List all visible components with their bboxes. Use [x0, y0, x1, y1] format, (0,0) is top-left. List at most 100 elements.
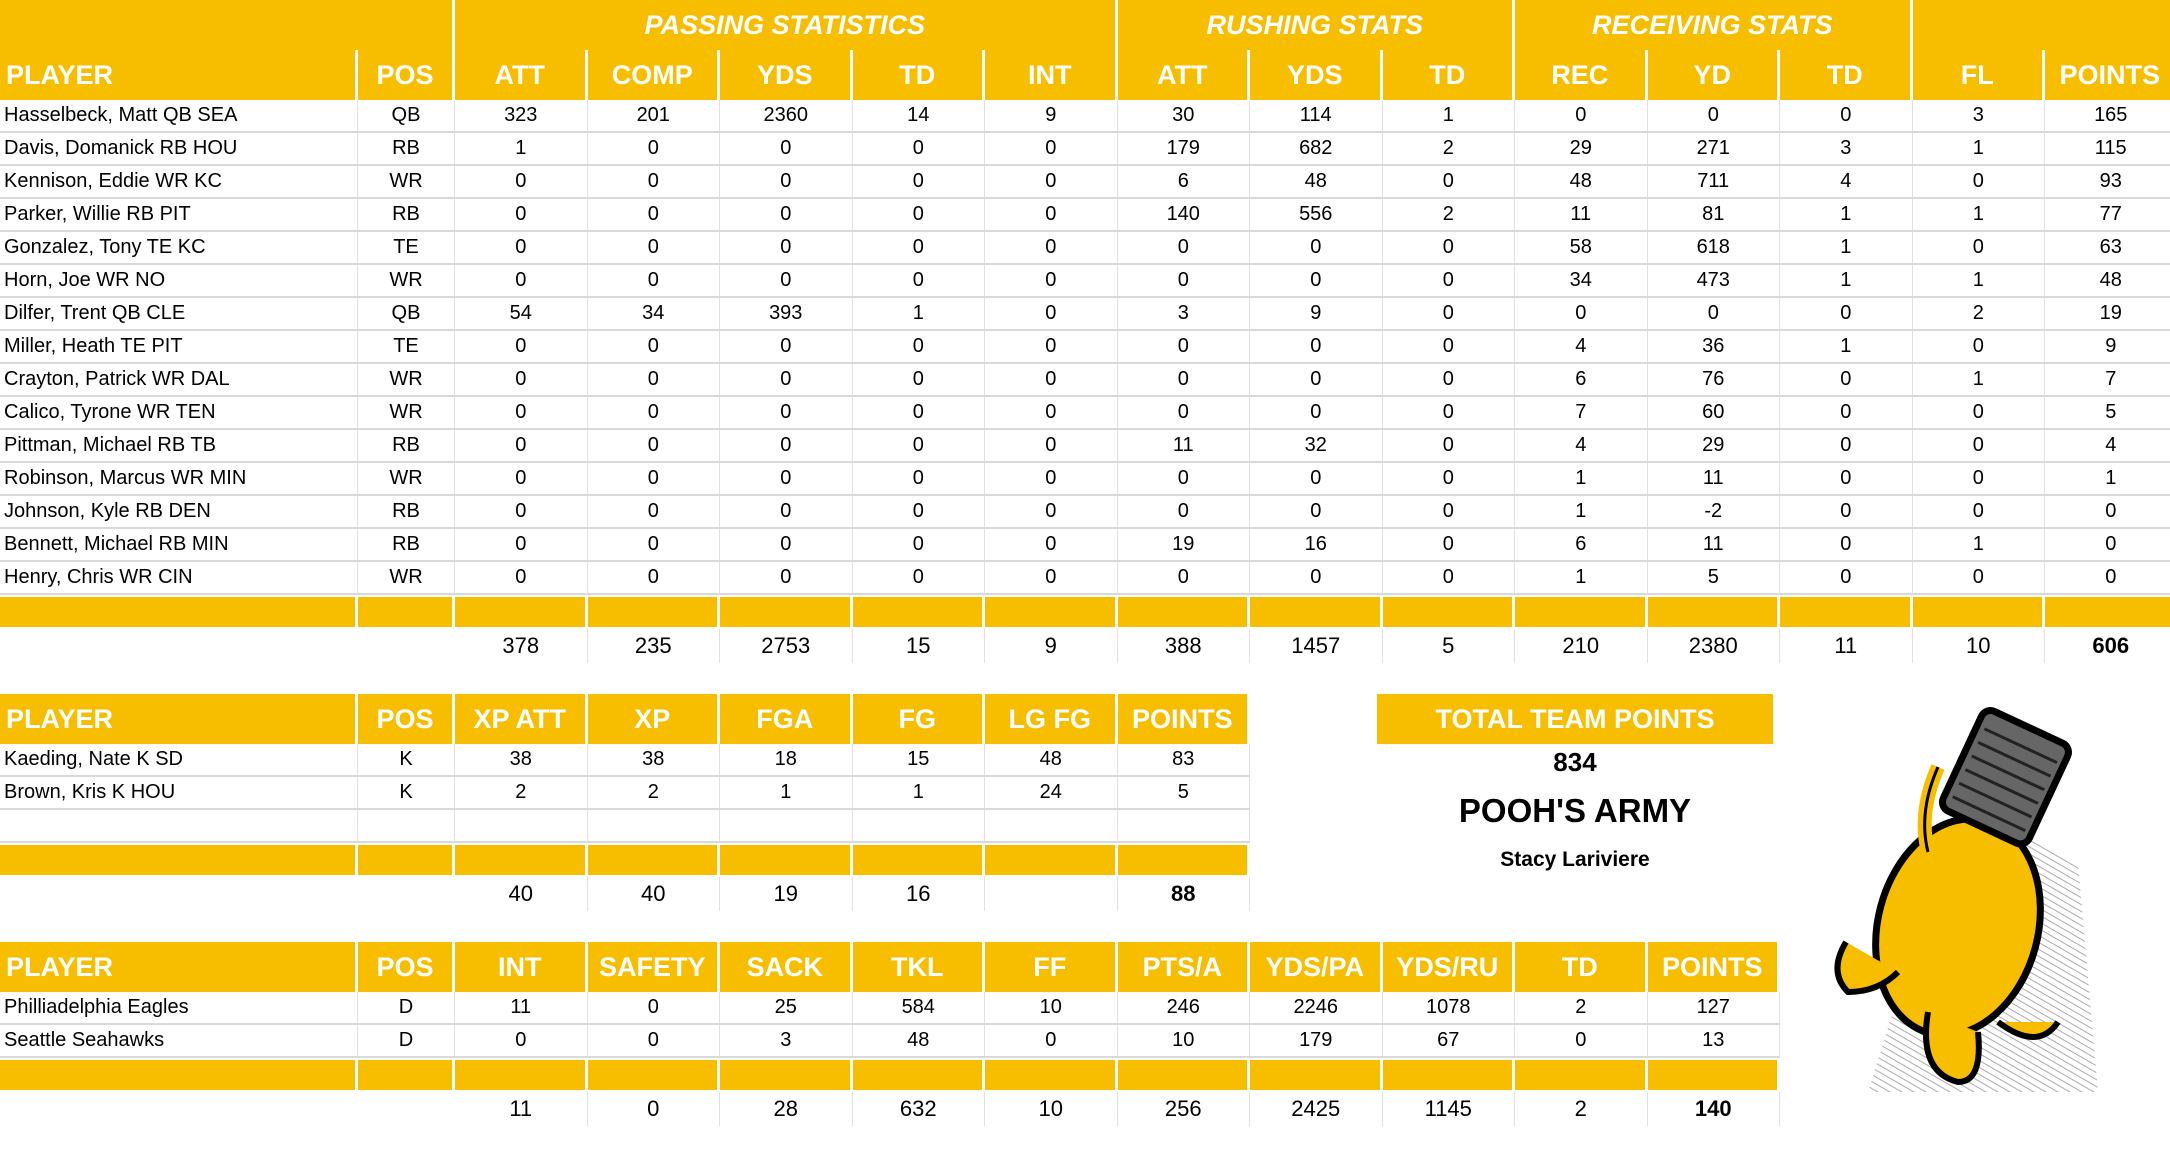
stat-cell: 0 — [985, 463, 1118, 494]
stat-cell: 0 — [588, 463, 720, 494]
column-header-xp-att[interactable]: XP ATT — [455, 694, 588, 744]
column-header-fga[interactable]: FGA — [720, 694, 853, 744]
stat-cell: 48 — [985, 744, 1118, 775]
stat-cell: 0 — [1383, 331, 1515, 362]
column-header-int[interactable]: INT — [985, 50, 1118, 100]
stat-cell: 0 — [588, 133, 720, 164]
stat-cell: 127 — [1648, 992, 1780, 1023]
column-header-rec[interactable]: REC — [1515, 50, 1648, 100]
column-header-player[interactable]: PLAYER — [0, 694, 358, 744]
column-header-comp[interactable]: COMP — [587, 50, 720, 100]
totals-row: 378 235 2753 15 9 388 1457 5 210 2380 11 10 606 — [0, 629, 2170, 663]
stat-cell: 0 — [985, 166, 1118, 197]
stat-cell: 0 — [588, 166, 720, 197]
stat-cell: 0 — [1118, 496, 1250, 527]
total-cell — [0, 877, 358, 911]
group-passing-statistics: PASSING STATISTICS — [455, 0, 1118, 50]
column-header-lg-fg[interactable]: LG FG — [985, 694, 1118, 744]
column-header-sack[interactable]: SACK — [720, 942, 853, 992]
stat-cell: 1 — [1780, 265, 1913, 296]
stat-cell: K — [358, 744, 455, 775]
total-cell: 140 — [1648, 1092, 1780, 1126]
column-header-safety[interactable]: SAFETY — [587, 942, 720, 992]
table-row: Pittman, Michael RB TB RB 0 0 0 0 0 11 32 0 4 29 0 0 4 — [0, 430, 2170, 463]
column-header-att[interactable]: ATT — [455, 50, 588, 100]
stat-cell: 0 — [720, 397, 853, 428]
stat-cell: 1 — [2045, 463, 2170, 494]
stat-cell: 15 — [853, 744, 985, 775]
stat-cell: 29 — [1515, 133, 1648, 164]
stat-cell: 11 — [1118, 430, 1250, 461]
column-header-yd[interactable]: YD — [1647, 50, 1780, 100]
total-cell — [0, 629, 358, 663]
column-header-pts-a[interactable]: PTS/A — [1117, 942, 1250, 992]
column-header-td[interactable]: TD — [1515, 942, 1648, 992]
column-header-ff[interactable]: FF — [985, 942, 1118, 992]
stat-cell: 179 — [1250, 1025, 1383, 1056]
stat-cell: WR — [358, 397, 455, 428]
column-header-points[interactable]: POINTS — [2045, 50, 2170, 100]
column-header-td[interactable]: TD — [1382, 50, 1515, 100]
stat-cell: 0 — [588, 496, 720, 527]
stat-cell: 6 — [1515, 364, 1648, 395]
stat-cell: 9 — [1250, 298, 1383, 329]
column-header-td[interactable]: TD — [852, 50, 985, 100]
stat-cell: 0 — [1383, 562, 1515, 593]
stat-cell: 48 — [1515, 166, 1648, 197]
stat-cell: 0 — [1383, 463, 1515, 494]
column-header-points[interactable]: POINTS — [1647, 942, 1780, 992]
stat-cell: 0 — [588, 430, 720, 461]
total-cell: 88 — [1118, 877, 1250, 911]
table-row: Parker, Willie RB PIT RB 0 0 0 0 0 140 556 2 11 81 1… — [0, 199, 2170, 232]
total-cell — [985, 877, 1118, 911]
stat-cell: 0 — [720, 529, 853, 560]
stat-cell: 0 — [1383, 496, 1515, 527]
stat-cell: 1 — [1913, 199, 2045, 230]
separator-bar — [0, 845, 1250, 875]
column-header-row: PLAYER POS INT SAFETY SACK TKL FF PTS/A YDS/PA YD… — [0, 942, 1780, 992]
stat-cell: 18 — [720, 744, 853, 775]
column-header-int[interactable]: INT — [455, 942, 588, 992]
column-header-player[interactable]: PLAYER — [0, 50, 358, 100]
stat-cell: 0 — [1118, 331, 1250, 362]
stat-cell: 0 — [985, 232, 1118, 263]
stat-cell: 0 — [1515, 100, 1648, 131]
stat-cell: 11 — [1515, 199, 1648, 230]
column-header-yds[interactable]: YDS — [720, 50, 853, 100]
stat-cell: 0 — [985, 496, 1118, 527]
total-team-points-label: TOTAL TEAM POINTS — [1377, 694, 1773, 744]
group-blank-right — [1912, 0, 2170, 50]
player-name: Seattle Seahawks — [0, 1025, 358, 1056]
column-header-att[interactable]: ATT — [1117, 50, 1250, 100]
column-header-fg[interactable]: FG — [852, 694, 985, 744]
column-header-yds[interactable]: YDS — [1250, 50, 1383, 100]
stat-cell: 0 — [455, 199, 588, 230]
stat-cell: D — [358, 992, 455, 1023]
stat-cell: RB — [358, 430, 455, 461]
column-header-pos[interactable]: POS — [358, 50, 455, 100]
column-header-fl[interactable]: FL — [1912, 50, 2045, 100]
column-header-pos[interactable]: POS — [358, 942, 455, 992]
stat-cell: 0 — [588, 331, 720, 362]
stat-cell: 0 — [1250, 397, 1383, 428]
stat-cell: WR — [358, 364, 455, 395]
total-cell: 1145 — [1383, 1092, 1515, 1126]
column-header-xp[interactable]: XP — [587, 694, 720, 744]
table-row: Seattle Seahawks D 0 0 3 48 0 10 179 67 0 13 — [0, 1025, 1780, 1058]
column-header-yds-ru[interactable]: YDS/RU — [1382, 942, 1515, 992]
stat-cell: 0 — [985, 1025, 1118, 1056]
stat-cell: 0 — [1250, 496, 1383, 527]
stat-cell: 3 — [1913, 100, 2045, 131]
column-header-tkl[interactable]: TKL — [852, 942, 985, 992]
column-header-td[interactable]: TD — [1780, 50, 1913, 100]
separator-bar — [0, 597, 2170, 627]
table-row: Henry, Chris WR CIN WR 0 0 0 0 0 0 0 0 1 5 0 0 0 — [0, 562, 2170, 595]
stat-cell: 0 — [1780, 364, 1913, 395]
column-header-player[interactable]: PLAYER — [0, 942, 358, 992]
total-cell: 1457 — [1250, 629, 1383, 663]
column-header-points[interactable]: POINTS — [1117, 694, 1250, 744]
column-header-pos[interactable]: POS — [358, 694, 455, 744]
stat-cell: 711 — [1648, 166, 1780, 197]
column-header-yds-pa[interactable]: YDS/PA — [1250, 942, 1383, 992]
player-name: Kaeding, Nate K SD — [0, 744, 358, 775]
